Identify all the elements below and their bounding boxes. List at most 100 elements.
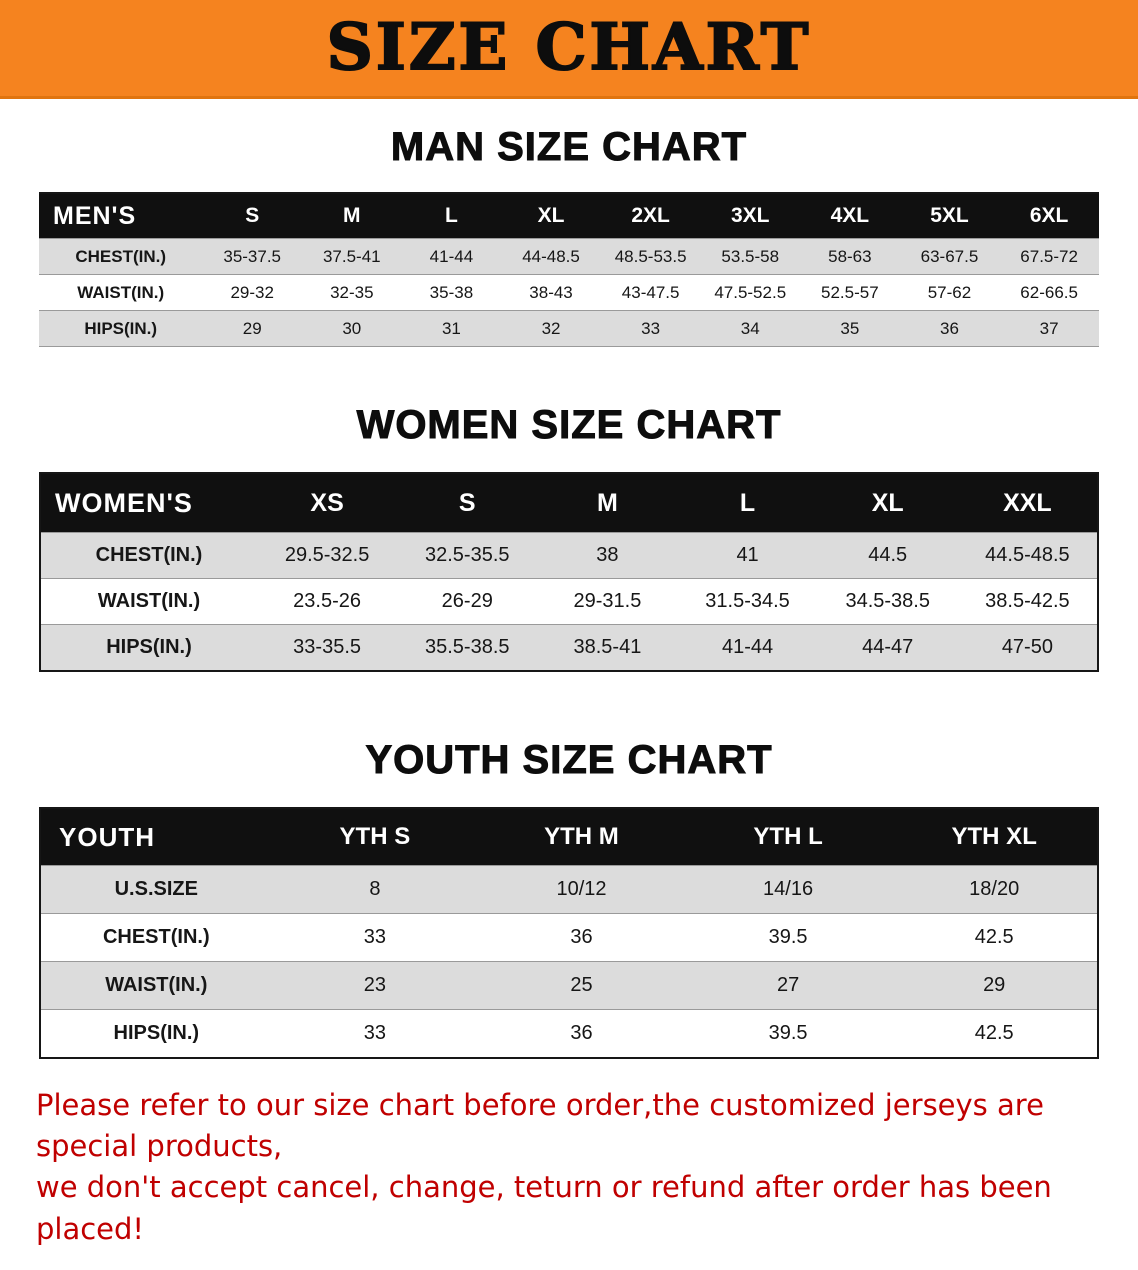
table-cell: 25 <box>478 961 685 1010</box>
table-cell: 31 <box>401 310 502 347</box>
table-cell: 35-38 <box>401 274 502 311</box>
table-cell: 44.5 <box>817 532 958 579</box>
women-size-chart-title: WOMEN SIZE CHART <box>356 403 782 448</box>
men-header-row: MEN'S S M L XL 2XL 3XL 4XL 5XL 6XL <box>39 193 1099 239</box>
table-cell: 41-44 <box>677 624 818 671</box>
table-cell: 57-62 <box>899 274 1000 311</box>
row-label: U.S.SIZE <box>40 865 272 914</box>
table-cell: 34.5-38.5 <box>817 578 958 625</box>
table-cell: 31.5-34.5 <box>677 578 818 625</box>
row-label: HIPS(IN.) <box>39 310 203 347</box>
table-cell: 44.5-48.5 <box>957 532 1098 579</box>
men-size-table: MEN'S S M L XL 2XL 3XL 4XL 5XL 6XL CHEST(IN.) 35-37… <box>39 192 1099 347</box>
size-column-header: 3XL <box>700 193 801 239</box>
women-header-row: WOMEN'S XS S M L XL XXL <box>40 473 1098 533</box>
table-cell: 37.5-41 <box>302 238 402 275</box>
size-column-header: M <box>537 473 678 533</box>
row-label: CHEST(IN.) <box>40 913 272 962</box>
table-cell: 32-35 <box>302 274 402 311</box>
table-cell: 35.5-38.5 <box>397 624 538 671</box>
table-cell: 35-37.5 <box>202 238 302 275</box>
size-column-header: L <box>401 193 502 239</box>
size-column-header: S <box>397 473 538 533</box>
row-label: WAIST(IN.) <box>40 961 272 1010</box>
table-cell: 29-31.5 <box>537 578 678 625</box>
row-label: CHEST(IN.) <box>39 238 203 275</box>
table-cell: 58-63 <box>800 238 900 275</box>
row-label: HIPS(IN.) <box>40 1009 272 1058</box>
disclaimer-line-1: Please refer to our size chart before or… <box>36 1088 1044 1164</box>
size-column-header: 2XL <box>600 193 701 239</box>
women-header-label: WOMEN'S <box>40 473 258 533</box>
row-label: HIPS(IN.) <box>40 624 258 671</box>
table-cell: 36 <box>478 1009 685 1058</box>
table-cell: 37 <box>999 310 1099 347</box>
size-column-header: M <box>302 193 402 239</box>
table-cell: 33 <box>271 913 479 962</box>
table-row: HIPS(IN.) 33-35.5 35.5-38.5 38.5-41 41-44 44-… <box>40 624 1098 671</box>
table-cell: 32.5-35.5 <box>397 532 538 579</box>
table-cell: 30 <box>302 310 402 347</box>
table-cell: 67.5-72 <box>999 238 1099 275</box>
table-cell: 38.5-42.5 <box>957 578 1098 625</box>
size-column-header: YTH L <box>684 808 892 866</box>
table-cell: 29 <box>891 961 1098 1010</box>
table-row: WAIST(IN.) 29-32 32-35 35-38 38-43 43-47.5 47.… <box>39 274 1099 311</box>
table-cell: 48.5-53.5 <box>600 238 701 275</box>
table-cell: 29.5-32.5 <box>257 532 398 579</box>
table-cell: 53.5-58 <box>700 238 801 275</box>
men-header-label: MEN'S <box>39 193 203 239</box>
size-chart-banner: SIZE CHART <box>0 0 1138 99</box>
table-cell: 44-47 <box>817 624 958 671</box>
table-cell: 39.5 <box>684 913 892 962</box>
row-label: CHEST(IN.) <box>40 532 258 579</box>
table-cell: 38.5-41 <box>537 624 678 671</box>
disclaimer-line-2: we don't accept cancel, change, teturn o… <box>36 1170 1052 1246</box>
table-cell: 38-43 <box>501 274 601 311</box>
table-cell: 26-29 <box>397 578 538 625</box>
table-cell: 63-67.5 <box>899 238 1000 275</box>
youth-size-table: YOUTH YTH S YTH M YTH L YTH XL U.S.SIZE 8 10/12… <box>39 807 1099 1059</box>
table-cell: 35 <box>800 310 900 347</box>
size-column-header: XS <box>257 473 398 533</box>
man-size-chart-title: MAN SIZE CHART <box>390 125 748 170</box>
table-row: CHEST(IN.) 35-37.5 37.5-41 41-44 44-48.5 48.5… <box>39 238 1099 275</box>
youth-size-chart-title: YOUTH SIZE CHART <box>365 738 773 783</box>
size-column-header: YTH M <box>478 808 685 866</box>
size-column-header: 6XL <box>999 193 1099 239</box>
size-column-header: L <box>677 473 818 533</box>
size-column-header: XXL <box>957 473 1098 533</box>
table-row: HIPS(IN.) 33 36 39.5 42.5 <box>40 1009 1098 1058</box>
table-cell: 10/12 <box>478 865 685 914</box>
table-cell: 27 <box>684 961 892 1010</box>
table-row: CHEST(IN.) 33 36 39.5 42.5 <box>40 913 1098 962</box>
table-row: CHEST(IN.) 29.5-32.5 32.5-35.5 38 41 44.5 44.5… <box>40 532 1098 579</box>
table-cell: 47.5-52.5 <box>700 274 801 311</box>
page-title: SIZE CHART <box>326 10 812 85</box>
table-cell: 14/16 <box>684 865 892 914</box>
table-cell: 23.5-26 <box>257 578 398 625</box>
size-column-header: XL <box>817 473 958 533</box>
table-cell: 42.5 <box>891 1009 1098 1058</box>
table-row: WAIST(IN.) 23.5-26 26-29 29-31.5 31.5-34.5 34… <box>40 578 1098 625</box>
table-cell: 33 <box>271 1009 479 1058</box>
table-cell: 29 <box>202 310 302 347</box>
size-column-header: XL <box>501 193 601 239</box>
disclaimer-note: Please refer to our size chart before or… <box>36 1085 1138 1250</box>
size-column-header: S <box>202 193 302 239</box>
table-cell: 52.5-57 <box>800 274 900 311</box>
table-row: U.S.SIZE 8 10/12 14/16 18/20 <box>40 865 1098 914</box>
table-cell: 8 <box>271 865 479 914</box>
table-cell: 62-66.5 <box>999 274 1099 311</box>
row-label: WAIST(IN.) <box>39 274 203 311</box>
table-cell: 33 <box>600 310 701 347</box>
youth-header-row: YOUTH YTH S YTH M YTH L YTH XL <box>40 808 1098 866</box>
table-cell: 32 <box>501 310 601 347</box>
table-cell: 38 <box>537 532 678 579</box>
table-cell: 29-32 <box>202 274 302 311</box>
table-cell: 47-50 <box>957 624 1098 671</box>
table-cell: 41 <box>677 532 818 579</box>
size-column-header: 4XL <box>800 193 900 239</box>
size-column-header: 5XL <box>899 193 1000 239</box>
